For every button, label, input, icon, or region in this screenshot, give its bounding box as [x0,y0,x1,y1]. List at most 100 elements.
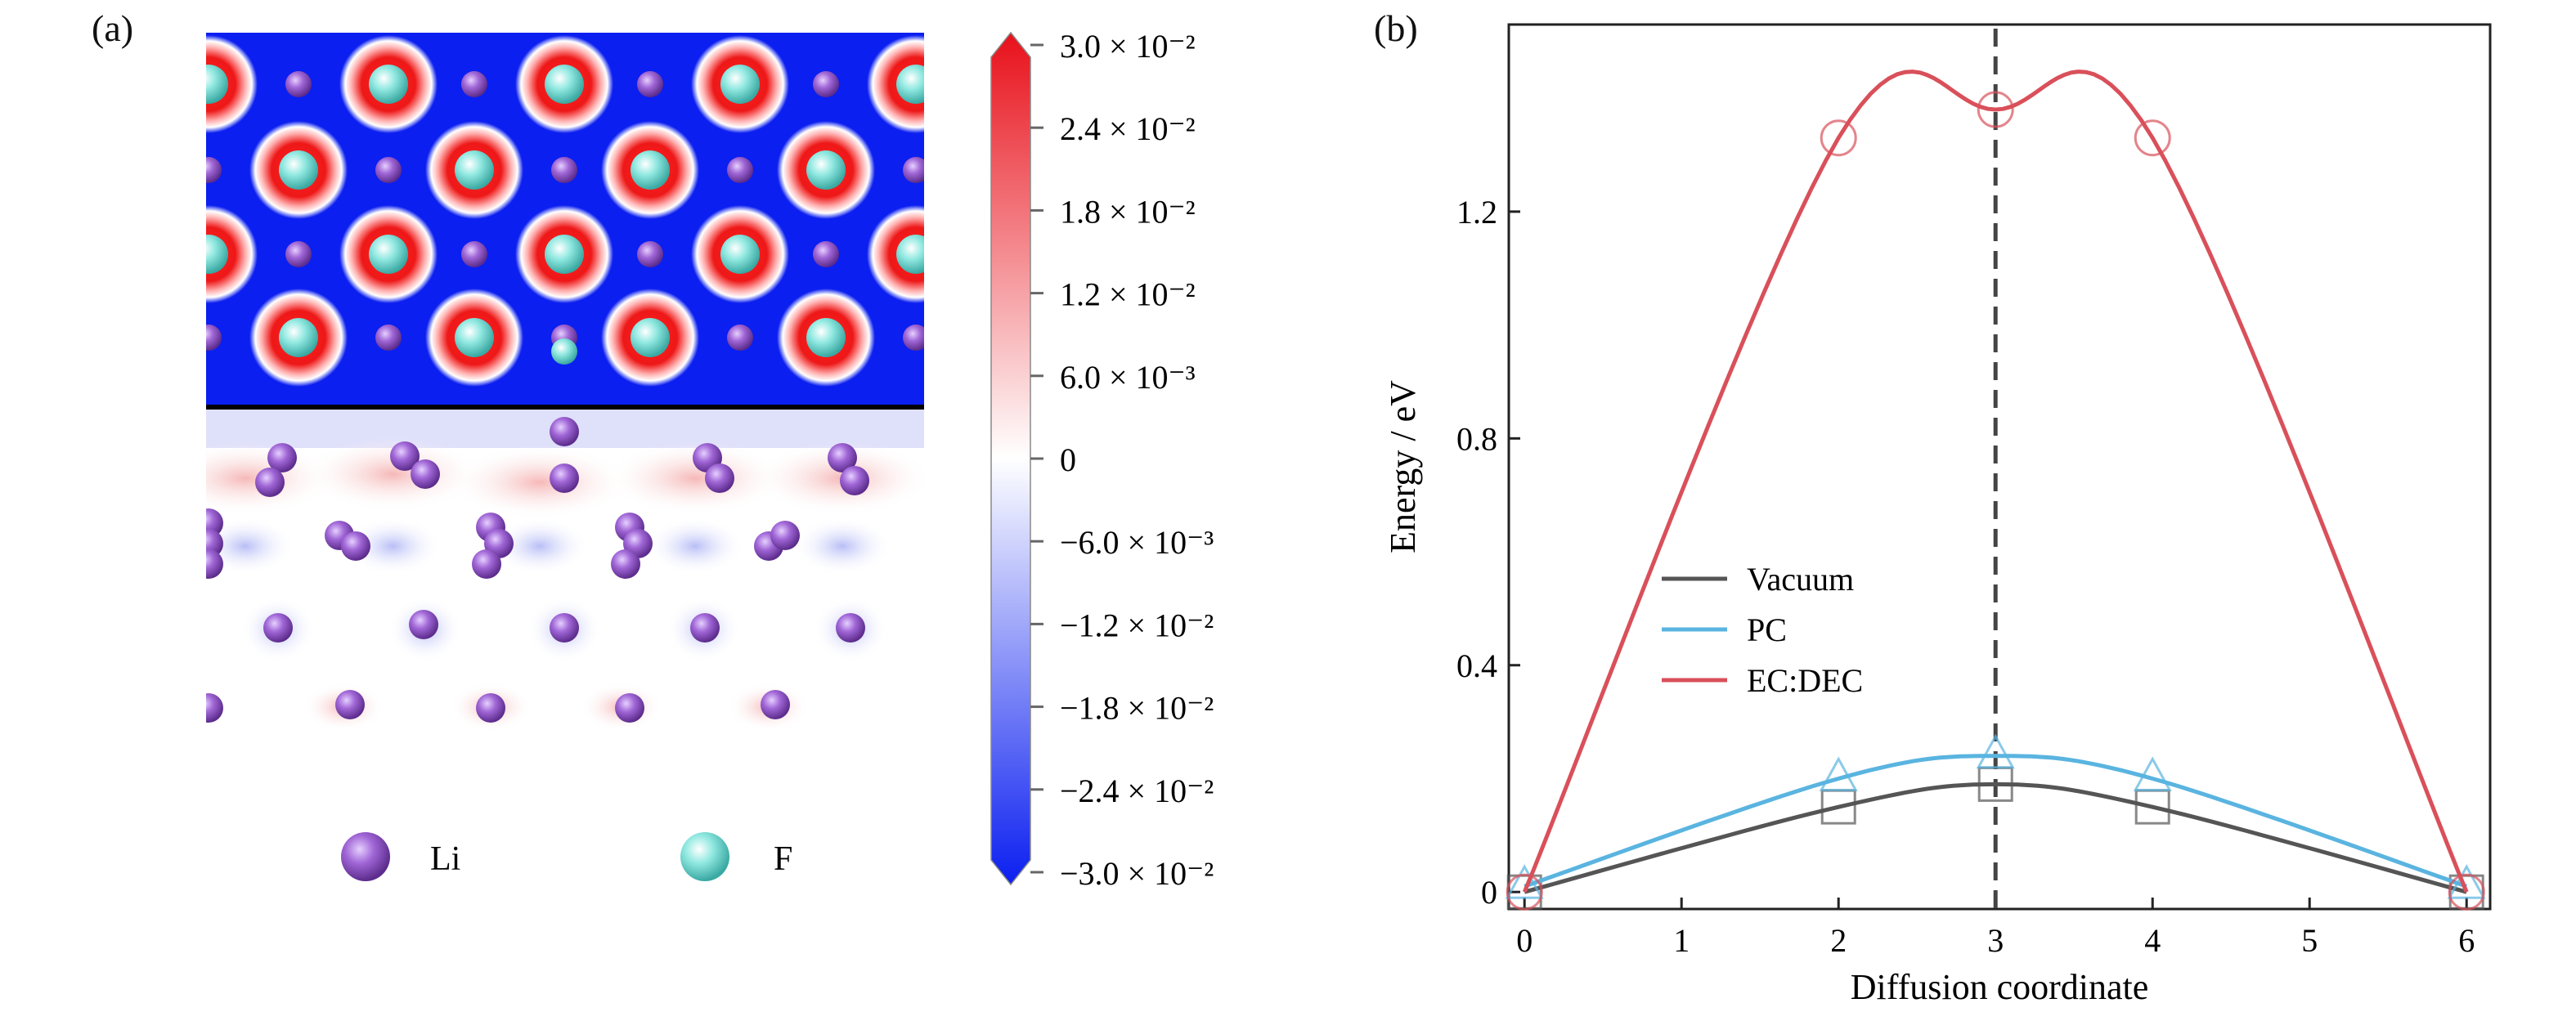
data-point-vacuum [2134,789,2170,825]
li-atom [461,71,487,97]
charge-region [206,517,294,575]
f-atom [806,150,846,190]
x-tick-label: 1 [1673,922,1690,959]
colorbar-tick-label: −1.8 × 10⁻² [1060,690,1214,727]
data-point-ec-dec [2448,873,2485,911]
li-atom [840,466,869,495]
y-tick-label: 0 [1481,874,1497,911]
charge-region [752,441,924,515]
li-atom [461,241,487,267]
f-atom [369,235,408,274]
li-legend-label: Li [430,840,460,878]
series-line-vacuum [1524,781,2467,894]
x-tick-label: 3 [1987,922,2004,959]
plot-frame [1507,23,2492,911]
li-atom [206,693,223,723]
charge-region [605,441,785,515]
li-atom [206,549,223,579]
x-tick-label: 5 [2301,922,2318,959]
data-point-ec-dec [1506,873,1543,911]
charge-region [646,517,744,575]
f-atom [720,65,760,104]
colorbar-tick-label: 0 [1060,441,1076,478]
f-atom [455,318,494,357]
f-atom [545,235,584,274]
charge-density-map [206,33,924,760]
charge-region [491,517,589,575]
charge-accumulation [206,35,258,133]
charge-accumulation [206,205,258,303]
colorbar-tick-label: −1.2 × 10⁻² [1060,607,1214,643]
data-point-ec-dec [2134,119,2171,157]
li-atom [550,463,579,493]
li-atom [476,693,505,723]
f-atom [896,65,924,104]
li-atom [813,241,839,267]
data-point-vacuum [1820,789,1856,825]
li-atom [335,690,365,719]
data-point-vacuum [1506,874,1542,910]
data-point-ec-dec [1820,119,1857,157]
f-atom [631,318,670,357]
y-axis-label: Energy / eV [1383,380,1423,553]
legend-label-pc: PC [1747,611,1787,648]
f-atom [720,235,760,274]
li-atom [813,71,839,97]
panel-a-label: (a) [92,7,134,49]
li-atom [705,463,734,493]
f-atom [279,318,318,357]
f-atom [551,338,577,365]
x-tick-label: 0 [1516,922,1533,959]
legend-label-ec-dec: EC:DEC [1747,662,1863,699]
colorbar-tick-label: −6.0 × 10⁻³ [1060,524,1214,561]
y-tick-label: 1.2 [1456,194,1497,231]
data-point-pc [1819,756,1858,791]
f-legend-label: F [774,840,792,878]
atom-legend: Li F [341,832,792,881]
li-atom [615,693,644,723]
li-atom [285,71,312,97]
li-atom [727,325,753,351]
data-point-vacuum [2448,874,2484,910]
li-atom [375,325,402,351]
li-atom [255,468,285,497]
li-atom [409,610,438,639]
li-atom [761,690,790,719]
li-atom [390,441,420,471]
charge-accumulation [867,35,924,133]
li-atom [903,325,924,351]
series-line-pc [1524,754,2468,889]
y-tick-label: 0.8 [1456,420,1497,457]
data-point-pc [1505,864,1544,899]
li-atom [472,549,501,579]
li-atom [206,157,222,183]
data-point-ec-dec [1977,91,2014,128]
colorbar: 3.0 × 10⁻² 2.4 × 10⁻² 1.8 × 10⁻² 1.2 × 10⁻²… [990,28,1214,892]
x-tick-label: 2 [1830,922,1847,959]
li-atom [637,241,663,267]
colorbar-tick-label: 2.4 × 10⁻² [1060,110,1196,147]
y-tick-label: 0.4 [1456,647,1497,684]
charge-accumulation [867,205,924,303]
colorbar-tick-label: −2.4 × 10⁻² [1060,772,1214,809]
data-point-pc [2447,864,2486,899]
x-tick-label: 6 [2458,922,2475,959]
colorbar-tick-label: −3.0 × 10⁻² [1060,855,1214,892]
li-legend-icon [341,832,390,881]
colorbar-tick-label: 1.2 × 10⁻² [1060,276,1196,313]
li-atom [206,325,222,351]
colorbar-bar [990,31,1031,886]
li-atom [341,531,370,561]
f-atom [279,150,318,190]
li-atom [836,613,865,643]
li-atom [770,521,800,550]
data-point-pc [2133,756,2172,791]
li-atom [285,241,312,267]
charge-region [450,446,630,519]
li-atom [828,443,857,472]
f-atom [206,235,228,274]
panel-b-label: (b) [1374,7,1418,49]
li-atom [267,443,297,472]
f-atom [806,318,846,357]
li-atom [263,613,293,643]
